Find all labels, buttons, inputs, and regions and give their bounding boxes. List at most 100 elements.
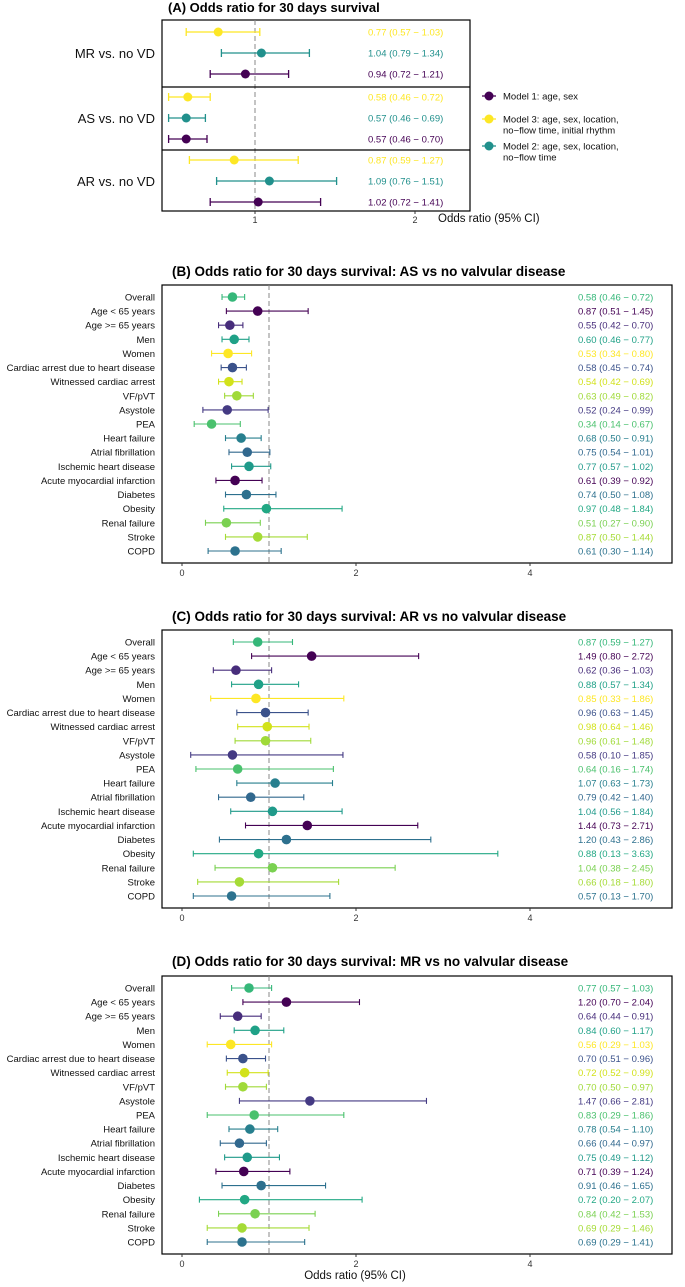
estimate-label: 0.71 (0.39 − 1.24) xyxy=(578,1167,653,1178)
row-label-ischemic-heart-disease: Ischemic heart disease xyxy=(58,1153,155,1164)
row-label-diabetes: Diabetes xyxy=(118,490,156,501)
x-tick-label: 0 xyxy=(179,1259,184,1269)
estimate-label: 0.87 (0.59 − 1.27) xyxy=(578,638,653,649)
estimate-label: 0.68 (0.50 − 0.91) xyxy=(578,434,653,445)
point-estimate xyxy=(261,503,272,514)
point-estimate xyxy=(260,735,271,746)
panel-a-group-label-as-vs-no-vd: AS vs. no VD xyxy=(78,111,155,126)
row-label-age-65-years: Age >= 65 years xyxy=(85,1012,155,1023)
row-label-vf-pvt: VF/pVT xyxy=(123,391,155,402)
point-estimate xyxy=(229,155,239,165)
point-estimate xyxy=(250,1025,260,1036)
estimate-label: 0.69 (0.29 − 1.41) xyxy=(578,1238,653,1249)
panel-frame xyxy=(161,975,673,1255)
estimate-label: 0.70 (0.50 − 0.97) xyxy=(578,1082,653,1093)
row-label-vf-pvt: VF/pVT xyxy=(123,1082,155,1093)
estimate-label: 0.84 (0.42 − 1.53) xyxy=(578,1209,653,1220)
point-estimate xyxy=(267,806,278,817)
row-label-ischemic-heart-disease: Ischemic heart disease xyxy=(58,462,155,473)
point-estimate xyxy=(232,390,242,401)
panel-b: (B) Odds ratio for 30 days survival: AS … xyxy=(7,264,673,578)
point-estimate xyxy=(223,348,233,359)
estimate-label: 0.94 (0.72 − 1.21) xyxy=(368,70,443,81)
point-estimate xyxy=(222,405,233,415)
row-label-atrial-fibrillation: Atrial fibrillation xyxy=(91,793,155,804)
row-label-atrial-fibrillation: Atrial fibrillation xyxy=(91,1139,155,1150)
estimate-label: 0.79 (0.42 − 1.40) xyxy=(578,793,653,804)
point-estimate xyxy=(225,1039,236,1050)
row-label-age-65-years: Age < 65 years xyxy=(91,998,155,1009)
row-label-women: Women xyxy=(122,349,155,360)
row-label-diabetes: Diabetes xyxy=(118,1181,156,1192)
point-estimate xyxy=(229,334,239,345)
x-tick-label: 2 xyxy=(353,913,358,923)
x-tick-label: 4 xyxy=(527,568,532,578)
estimate-label: 0.58 (0.45 − 0.74) xyxy=(578,363,653,374)
row-label-copd: COPD xyxy=(128,547,156,558)
point-estimate xyxy=(242,447,253,458)
row-label-men: Men xyxy=(137,1026,155,1037)
point-estimate xyxy=(250,1208,260,1219)
estimate-label: 0.88 (0.13 − 3.63) xyxy=(578,849,653,860)
row-label-obesity: Obesity xyxy=(123,849,155,860)
estimate-label: 1.09 (0.76 − 1.51) xyxy=(368,177,443,188)
row-label-asystole: Asystole xyxy=(119,1096,155,1107)
row-label-women: Women xyxy=(122,1040,155,1051)
legend-key-point xyxy=(484,114,494,124)
estimate-label: 0.84 (0.60 − 1.17) xyxy=(578,1026,653,1037)
x-tick-label: 4 xyxy=(527,913,532,923)
point-estimate xyxy=(230,475,240,486)
point-estimate xyxy=(260,707,271,718)
point-estimate xyxy=(221,517,232,528)
panel-c-title: (C) Odds ratio for 30 days survival: AR … xyxy=(172,609,567,624)
x-tick-label: 0 xyxy=(179,568,184,578)
row-label-pea: PEA xyxy=(136,1111,156,1122)
point-estimate xyxy=(251,693,261,704)
point-estimate xyxy=(236,433,246,443)
point-estimate xyxy=(306,651,317,661)
row-label-obesity: Obesity xyxy=(123,1195,155,1206)
row-label-renal-failure: Renal failure xyxy=(102,1209,155,1220)
point-estimate xyxy=(262,721,273,732)
panel-a-x-axis-label: Odds ratio (95% CI) xyxy=(438,213,540,225)
row-label-stroke: Stroke xyxy=(128,532,155,543)
point-estimate xyxy=(224,376,234,387)
panel-b-title: (B) Odds ratio for 30 days survival: AS … xyxy=(172,264,566,279)
panel-a-title: (A) Odds ratio for 30 days survival xyxy=(168,0,380,15)
point-estimate xyxy=(244,983,254,993)
x-tick-label: 1 xyxy=(252,215,257,225)
point-estimate xyxy=(256,1180,266,1191)
point-estimate xyxy=(252,532,263,542)
point-estimate xyxy=(206,419,217,429)
point-estimate xyxy=(232,1011,243,1022)
panel-frame xyxy=(161,629,673,909)
point-estimate xyxy=(256,48,266,58)
point-estimate xyxy=(183,92,193,102)
point-estimate xyxy=(270,778,280,788)
estimate-label: 0.52 (0.24 − 0.99) xyxy=(578,405,653,416)
point-estimate xyxy=(305,1096,315,1106)
row-label-acute-myocardial-infarction: Acute myocardial infarction xyxy=(41,821,155,832)
point-estimate xyxy=(238,1166,249,1177)
row-label-overall: Overall xyxy=(125,638,155,649)
point-estimate xyxy=(181,113,191,123)
estimate-label: 0.77 (0.57 − 1.02) xyxy=(578,462,653,473)
point-estimate xyxy=(253,679,264,690)
point-estimate xyxy=(264,176,274,186)
estimate-label: 0.96 (0.63 − 1.45) xyxy=(578,708,653,719)
point-estimate xyxy=(281,997,292,1007)
point-estimate xyxy=(238,1053,248,1064)
x-tick-label: 2 xyxy=(412,215,417,225)
estimate-label: 0.56 (0.29 − 1.03) xyxy=(578,1040,653,1051)
estimate-label: 1.04 (0.79 − 1.34) xyxy=(368,49,443,60)
estimate-label: 1.20 (0.43 − 2.86) xyxy=(578,835,653,846)
point-estimate xyxy=(281,834,292,845)
estimate-label: 0.87 (0.50 − 1.44) xyxy=(578,532,653,543)
point-estimate xyxy=(249,1110,260,1120)
estimate-label: 1.47 (0.66 − 2.81) xyxy=(578,1096,653,1107)
row-label-age-65-years: Age < 65 years xyxy=(91,307,155,318)
row-label-acute-myocardial-infarction: Acute myocardial infarction xyxy=(41,476,155,487)
estimate-label: 0.54 (0.42 − 0.69) xyxy=(578,377,653,388)
estimate-label: 0.58 (0.46 − 0.72) xyxy=(368,93,443,104)
